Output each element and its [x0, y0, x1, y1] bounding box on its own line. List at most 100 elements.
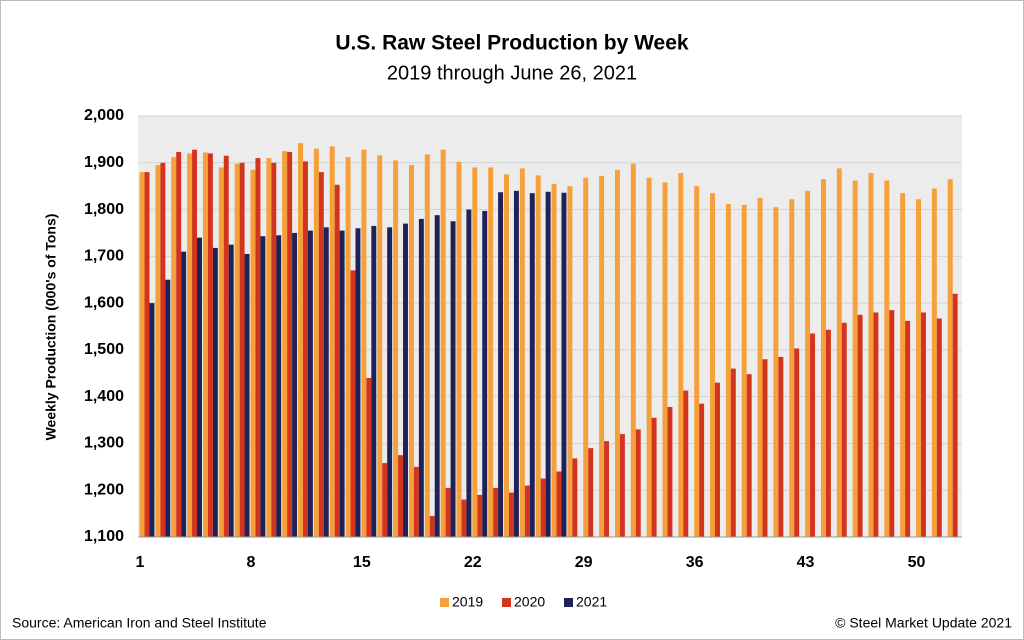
bar	[387, 227, 393, 537]
x-tick-label: 15	[353, 554, 371, 571]
bar	[482, 210, 488, 537]
bar	[255, 158, 261, 537]
bar	[567, 186, 573, 537]
bar	[714, 382, 720, 537]
bar	[302, 161, 308, 537]
bar	[540, 478, 546, 537]
bar	[794, 348, 800, 537]
x-tick-label: 36	[686, 554, 704, 571]
bar	[339, 230, 345, 537]
bar	[868, 173, 874, 537]
legend-swatch	[440, 598, 449, 607]
bar	[583, 177, 589, 537]
y-tick-label: 2,000	[84, 107, 124, 124]
bar	[361, 149, 367, 537]
bar	[810, 333, 816, 537]
bar	[535, 175, 541, 537]
bar	[250, 169, 256, 538]
bar	[889, 310, 895, 537]
bar	[345, 157, 351, 538]
bar	[440, 149, 446, 537]
bar	[762, 359, 768, 537]
bar	[857, 314, 863, 537]
bar	[614, 169, 620, 538]
bar	[244, 253, 250, 537]
bar	[662, 182, 668, 537]
bar	[155, 165, 161, 537]
bar	[900, 193, 906, 537]
bar	[318, 172, 324, 537]
bar	[529, 193, 535, 537]
bar	[382, 463, 388, 537]
bar	[429, 515, 435, 537]
source: Source: American Iron and Steel Institut…	[12, 615, 267, 631]
bar	[313, 148, 319, 537]
bar	[477, 494, 483, 537]
bar	[276, 235, 282, 538]
bar	[588, 448, 594, 537]
bar	[694, 186, 700, 537]
bar	[873, 312, 879, 537]
bar	[741, 204, 747, 537]
bar	[350, 270, 356, 537]
bar	[678, 173, 684, 537]
bar	[223, 155, 229, 537]
bar	[789, 199, 795, 537]
bar	[604, 441, 610, 537]
bar	[545, 191, 551, 537]
bar	[508, 492, 514, 537]
bar	[271, 162, 277, 537]
y-axis-label: Weekly Production (000's of Tons)	[43, 214, 59, 441]
x-tick-label: 29	[575, 554, 593, 571]
bar	[635, 429, 641, 537]
bar	[393, 160, 399, 537]
bar	[778, 356, 784, 537]
y-tick-label: 1,300	[84, 435, 124, 452]
bar	[466, 209, 472, 538]
legend-label: 2021	[576, 594, 607, 610]
bar	[947, 179, 953, 537]
bar	[403, 223, 408, 538]
bar	[165, 279, 171, 537]
bar	[920, 312, 926, 537]
copyright: © Steel Market Update 2021	[835, 615, 1012, 631]
bar	[498, 192, 504, 537]
y-tick-label: 1,200	[84, 481, 124, 498]
legend-swatch	[564, 598, 573, 607]
bar	[212, 247, 218, 537]
bar	[841, 322, 847, 537]
bar	[725, 203, 731, 538]
bar	[377, 155, 383, 537]
bar	[952, 293, 958, 537]
bar	[916, 199, 921, 537]
bar	[683, 390, 689, 537]
bar	[202, 152, 208, 537]
bar	[472, 167, 478, 537]
legend-label: 2020	[514, 594, 545, 610]
legend-label: 2019	[452, 594, 483, 610]
y-tick-label: 1,400	[84, 388, 124, 405]
bar	[355, 228, 361, 537]
bar	[699, 403, 705, 537]
bar	[488, 167, 494, 537]
bar	[450, 221, 456, 537]
bar	[228, 244, 234, 537]
y-tick-label: 1,800	[84, 201, 124, 218]
bar	[197, 237, 202, 537]
bar	[805, 190, 811, 537]
chart-title: U.S. Raw Steel Production by Week	[335, 32, 689, 55]
bar	[746, 374, 752, 537]
bar	[619, 434, 625, 537]
bar	[292, 232, 298, 537]
bar	[160, 162, 166, 537]
bar	[852, 180, 858, 537]
bar	[524, 485, 530, 537]
bar	[408, 165, 414, 537]
bar	[461, 499, 467, 537]
bar	[757, 197, 763, 537]
x-tick-label: 22	[464, 554, 482, 571]
bar	[445, 487, 451, 537]
y-tick-label: 1,600	[84, 294, 124, 311]
bar	[192, 149, 198, 537]
